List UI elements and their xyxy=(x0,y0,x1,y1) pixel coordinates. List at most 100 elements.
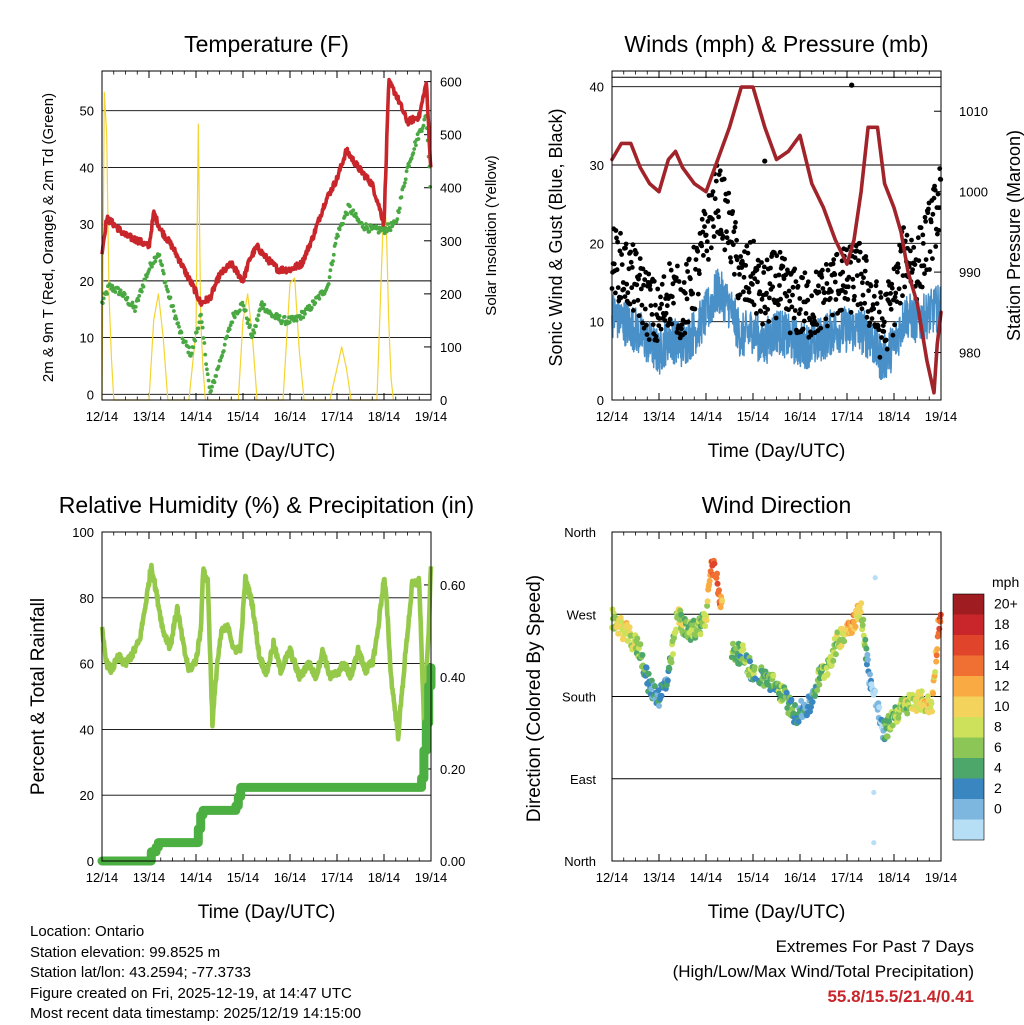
x-tick-label: 14/14 xyxy=(690,409,723,424)
dewpoint-point xyxy=(258,307,263,312)
dewpoint-point xyxy=(133,305,138,309)
dewpoint-point xyxy=(153,259,158,264)
gust-point xyxy=(741,289,746,295)
dewpoint-point xyxy=(168,295,173,300)
dewpoint-point xyxy=(189,351,194,356)
gust-point xyxy=(639,302,645,308)
gust-point xyxy=(848,309,854,315)
gust-point xyxy=(870,302,876,307)
dewpoint-point xyxy=(200,325,205,330)
gust-point xyxy=(750,282,755,287)
colorbar-swatch xyxy=(953,717,984,738)
gust-point xyxy=(760,321,765,327)
dewpoint-point xyxy=(281,319,285,324)
gust-point xyxy=(640,266,646,272)
gust-point xyxy=(628,259,634,265)
gust-point xyxy=(852,255,858,260)
dewpoint-point xyxy=(399,195,404,200)
plot-frame xyxy=(101,531,432,862)
dewpoint-point xyxy=(309,305,314,310)
temperature-2m-line xyxy=(100,77,433,307)
gust-point xyxy=(761,270,767,275)
dewpoint-point xyxy=(252,330,257,335)
gust-point xyxy=(741,274,747,280)
gust-point xyxy=(664,303,670,309)
direction-point xyxy=(895,714,902,721)
gust-point xyxy=(712,196,718,202)
gust-point xyxy=(770,284,776,290)
gust-point xyxy=(824,281,830,286)
gust-point xyxy=(927,249,933,255)
gust-point xyxy=(642,277,648,282)
gust-point xyxy=(895,261,901,267)
gust-point xyxy=(629,265,635,270)
dewpoint-point xyxy=(214,374,219,378)
gust-point xyxy=(703,232,709,238)
y-tick-label-left: 10 xyxy=(590,315,604,330)
y-tick-label-left: 0 xyxy=(87,854,94,869)
dewpoint-point xyxy=(287,320,292,325)
direction-point xyxy=(625,637,631,644)
gust-point xyxy=(774,253,780,259)
gust-point xyxy=(876,327,882,333)
y-tick-label-left: 0 xyxy=(597,393,604,408)
gust-point xyxy=(693,257,699,262)
dewpoint-point xyxy=(179,330,184,335)
x-tick-label: 13/14 xyxy=(643,409,676,424)
colorbar-swatch xyxy=(953,758,984,779)
dewpoint-point xyxy=(101,296,106,301)
gust-point xyxy=(631,308,636,313)
gust-point xyxy=(646,271,652,277)
dewpoint-point xyxy=(194,330,199,335)
gust-point xyxy=(700,229,706,235)
y-tick-label-left: East xyxy=(570,772,596,787)
gust-point xyxy=(629,285,635,291)
dewpoint-point xyxy=(328,268,333,273)
gust-point xyxy=(883,337,889,343)
gust-point xyxy=(711,234,717,239)
gust-point xyxy=(676,279,682,284)
gust-point xyxy=(935,231,940,237)
gust-point xyxy=(820,267,825,273)
dewpoint-point xyxy=(209,389,214,393)
extremes-title: Extremes For Past 7 Days xyxy=(775,937,974,956)
direction-point xyxy=(838,642,845,649)
dewpoint-point xyxy=(133,309,137,313)
gust-point xyxy=(810,322,816,327)
gust-point xyxy=(743,263,749,268)
gust-point xyxy=(813,269,819,275)
dewpoint-point xyxy=(136,298,141,303)
x-axis-title: Time (Day/UTC) xyxy=(198,441,336,462)
dewpoint-point xyxy=(277,314,282,318)
gust-point xyxy=(684,296,690,302)
direction-point xyxy=(690,617,697,624)
dewpoint-point xyxy=(147,267,152,272)
gust-point xyxy=(918,225,924,231)
gust-point xyxy=(618,230,623,236)
gust-point xyxy=(861,275,866,281)
y-tick-label-right: 600 xyxy=(440,75,462,90)
dewpoint-point xyxy=(227,327,232,332)
direction-point xyxy=(933,658,940,665)
gust-point xyxy=(633,250,639,256)
x-tick-label: 19/14 xyxy=(415,870,448,885)
gust-point xyxy=(882,319,887,325)
gust-point xyxy=(920,232,926,238)
gust-point xyxy=(716,172,722,177)
dewpoint-point xyxy=(204,362,209,366)
x-tick-label: 12/14 xyxy=(86,870,119,885)
gust-point xyxy=(776,302,781,308)
gust-point xyxy=(834,251,840,257)
gust-point xyxy=(825,267,831,273)
direction-point xyxy=(863,645,870,652)
dewpoint-point xyxy=(160,263,165,268)
gust-point xyxy=(697,271,702,277)
dewpoint-point xyxy=(139,289,144,294)
location-text: Location: Ontario xyxy=(30,923,145,940)
gust-point xyxy=(833,297,839,302)
panel-title: Winds (mph) & Pressure (mb) xyxy=(624,31,928,57)
dewpoint-point xyxy=(326,282,331,286)
y-tick-label-left: 50 xyxy=(80,104,94,119)
direction-point xyxy=(711,560,718,567)
dewpoint-point xyxy=(196,326,201,331)
